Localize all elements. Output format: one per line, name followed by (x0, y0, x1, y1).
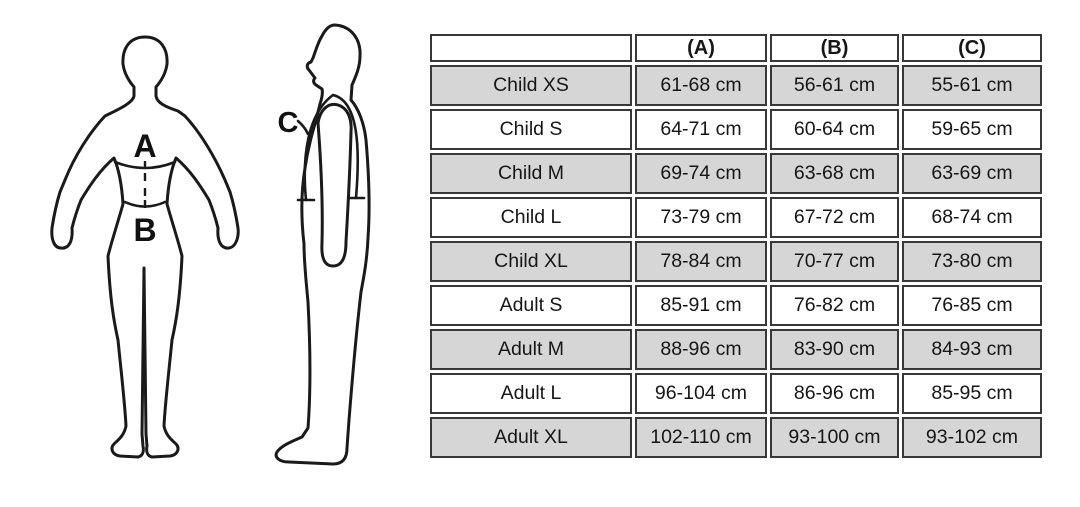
size-label-cell: Child L (430, 197, 632, 238)
measurement-cell-b: 60-64 cm (770, 109, 899, 150)
size-label-cell: Child XS (430, 65, 632, 106)
table-row-child-l: Child L 73-79 cm 67-72 cm 68-74 cm (430, 197, 1042, 238)
table-row-adult-l: Adult L 96-104 cm 86-96 cm 85-95 cm (430, 373, 1042, 414)
side-body-figure: C (274, 23, 371, 466)
measurement-cell-b: 67-72 cm (770, 197, 899, 238)
size-label-cell: Child S (430, 109, 632, 150)
measurement-cell-c: 59-65 cm (902, 109, 1042, 150)
measurement-cell-b: 63-68 cm (770, 153, 899, 194)
side-arm-outline (316, 102, 353, 268)
measurement-cell-c: 85-95 cm (902, 373, 1042, 414)
size-column-header (430, 34, 632, 62)
measurement-cell-a: 88-96 cm (635, 329, 767, 370)
table-row-adult-xl: Adult XL 102-110 cm 93-100 cm 93-102 cm (430, 417, 1042, 458)
measurement-cell-a: 102-110 cm (635, 417, 767, 458)
size-label-cell: Child XL (430, 241, 632, 282)
torso-label-pointer (296, 119, 310, 136)
torso-measure-strap (303, 93, 360, 202)
waist-label: B (133, 212, 156, 248)
size-table-container: (A) (B) (C) Child XS 61-68 cm 56-61 cm 5… (427, 31, 1045, 461)
column-header-a: (A) (635, 34, 767, 62)
column-header-c: (C) (902, 34, 1042, 62)
measurement-cell-c: 73-80 cm (902, 241, 1042, 282)
measurement-cell-a: 61-68 cm (635, 65, 767, 106)
table-row-adult-m: Adult M 88-96 cm 83-90 cm 84-93 cm (430, 329, 1042, 370)
size-table: (A) (B) (C) Child XS 61-68 cm 56-61 cm 5… (427, 31, 1045, 461)
front-body-outline (50, 35, 240, 459)
chest-label: A (133, 128, 156, 164)
table-row-child-xl: Child XL 78-84 cm 70-77 cm 73-80 cm (430, 241, 1042, 282)
measurement-cell-a: 64-71 cm (635, 109, 767, 150)
size-label-cell: Adult L (430, 373, 632, 414)
measurement-cell-c: 63-69 cm (902, 153, 1042, 194)
column-header-b: (B) (770, 34, 899, 62)
table-row-child-xs: Child XS 61-68 cm 56-61 cm 55-61 cm (430, 65, 1042, 106)
measurement-cell-c: 93-102 cm (902, 417, 1042, 458)
header-row: (A) (B) (C) (430, 34, 1042, 62)
measurement-cell-b: 76-82 cm (770, 285, 899, 326)
size-label-cell: Child M (430, 153, 632, 194)
measurement-cell-b: 56-61 cm (770, 65, 899, 106)
measurement-cell-c: 84-93 cm (902, 329, 1042, 370)
size-label-cell: Adult M (430, 329, 632, 370)
measurement-cell-c: 68-74 cm (902, 197, 1042, 238)
table-row-child-m: Child M 69-74 cm 63-68 cm 63-69 cm (430, 153, 1042, 194)
measurement-cell-b: 70-77 cm (770, 241, 899, 282)
size-label-cell: Adult S (430, 285, 632, 326)
front-body-figure: A B (50, 35, 240, 459)
torso-label: C (278, 107, 299, 139)
measurement-cell-b: 83-90 cm (770, 329, 899, 370)
size-label-cell: Adult XL (430, 417, 632, 458)
measurement-cell-a: 69-74 cm (635, 153, 767, 194)
table-row-child-s: Child S 64-71 cm 60-64 cm 59-65 cm (430, 109, 1042, 150)
measurement-cell-a: 85-91 cm (635, 285, 767, 326)
measurement-cell-b: 86-96 cm (770, 373, 899, 414)
measurement-cell-b: 93-100 cm (770, 417, 899, 458)
table-row-adult-s: Adult S 85-91 cm 76-82 cm 76-85 cm (430, 285, 1042, 326)
measurement-cell-c: 76-85 cm (902, 285, 1042, 326)
measurement-cell-a: 73-79 cm (635, 197, 767, 238)
measurement-cell-c: 55-61 cm (902, 65, 1042, 106)
measurement-cell-a: 78-84 cm (635, 241, 767, 282)
measurement-cell-a: 96-104 cm (635, 373, 767, 414)
